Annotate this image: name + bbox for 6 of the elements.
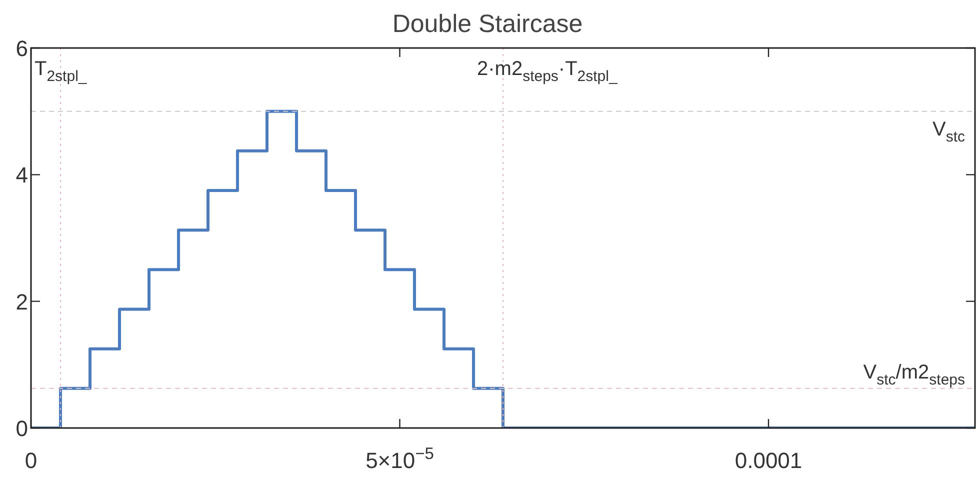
y-tick-label: 0	[16, 416, 28, 441]
chart-title: Double Staircase	[392, 10, 583, 38]
x-tick-label: 0.0001	[734, 448, 802, 473]
y-tick-label: 2	[16, 289, 28, 314]
y-tick-label: 6	[16, 36, 28, 61]
y-tick-label: 4	[16, 162, 28, 188]
